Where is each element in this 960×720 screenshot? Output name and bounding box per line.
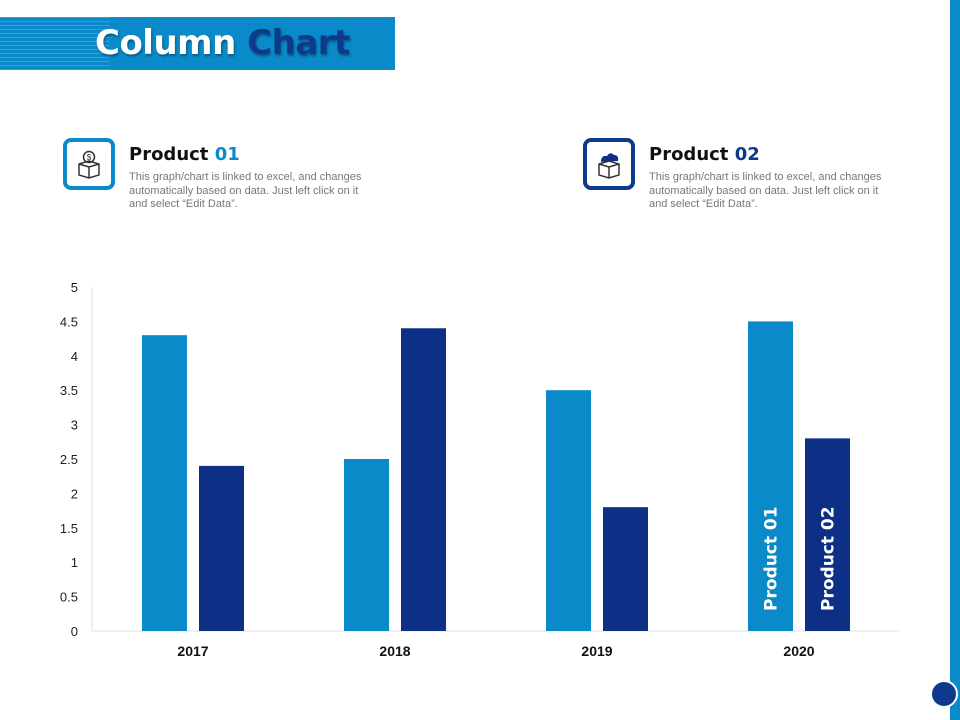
chart-canvas: 0 0.5 1 1.5 2 2.5 3 3.5 4 4.5 5 2017 2018 2019 Product… [60,280,900,659]
x-category-label: 2019 [581,643,612,659]
bar-product-01-2018 [344,459,389,631]
product-02-heading: Product 02 [649,144,760,165]
x-category-label: 2018 [379,643,410,659]
box-cloud-icon [583,138,635,190]
y-tick-label: 4.5 [60,314,78,329]
bar-product-01-2017 [142,335,187,631]
title-word-2: Chart [247,23,350,63]
money-box-icon: $ [63,138,115,190]
x-category-label: 2017 [177,643,208,659]
svg-text:$: $ [87,153,92,162]
y-tick-label: 5 [71,280,78,295]
y-tick-label: 0 [71,624,78,639]
x-category-label: 2020 [783,643,814,659]
y-tick-label: 0.5 [60,590,78,605]
bar-product-02-2017 [199,465,244,631]
product-02-description: This graph/chart is linked to excel, and… [649,171,882,210]
y-tick-label: 3 [71,418,78,433]
column-chart: 0 0.5 1 1.5 2 2.5 3 3.5 4 4.5 5 2017 2018 2019 Product… [0,270,940,680]
title-banner: Column Chart [0,17,395,70]
y-tick-label: 3.5 [60,383,78,398]
product-02-card: Product 02 This graph/chart is linked to… [583,138,903,218]
y-tick-label: 2.5 [60,452,78,467]
right-accent-bar [950,0,960,720]
bar-product-01-2020 [748,321,793,631]
title-word-1: Column [95,23,236,63]
series-label-2: Product 02 [819,506,839,611]
bar-product-02-2020 [805,438,850,631]
y-tick-label: 1.5 [60,521,78,536]
bar-product-02-2019 [603,507,648,631]
product-01-description: This graph/chart is linked to excel, and… [129,171,362,210]
page-title: Column Chart [95,23,350,63]
corner-dot [930,680,958,708]
y-tick-label: 2 [71,486,78,501]
bar-product-01-2019 [546,390,591,631]
title-stripes [0,17,110,70]
y-tick-label: 4 [71,349,78,364]
y-tick-label: 1 [71,555,78,570]
product-01-card: $ Product 01 This graph/chart is linked … [63,138,383,218]
bar-product-02-2018 [401,328,446,631]
series-label-1: Product 01 [762,506,782,611]
product-01-heading: Product 01 [129,144,240,165]
